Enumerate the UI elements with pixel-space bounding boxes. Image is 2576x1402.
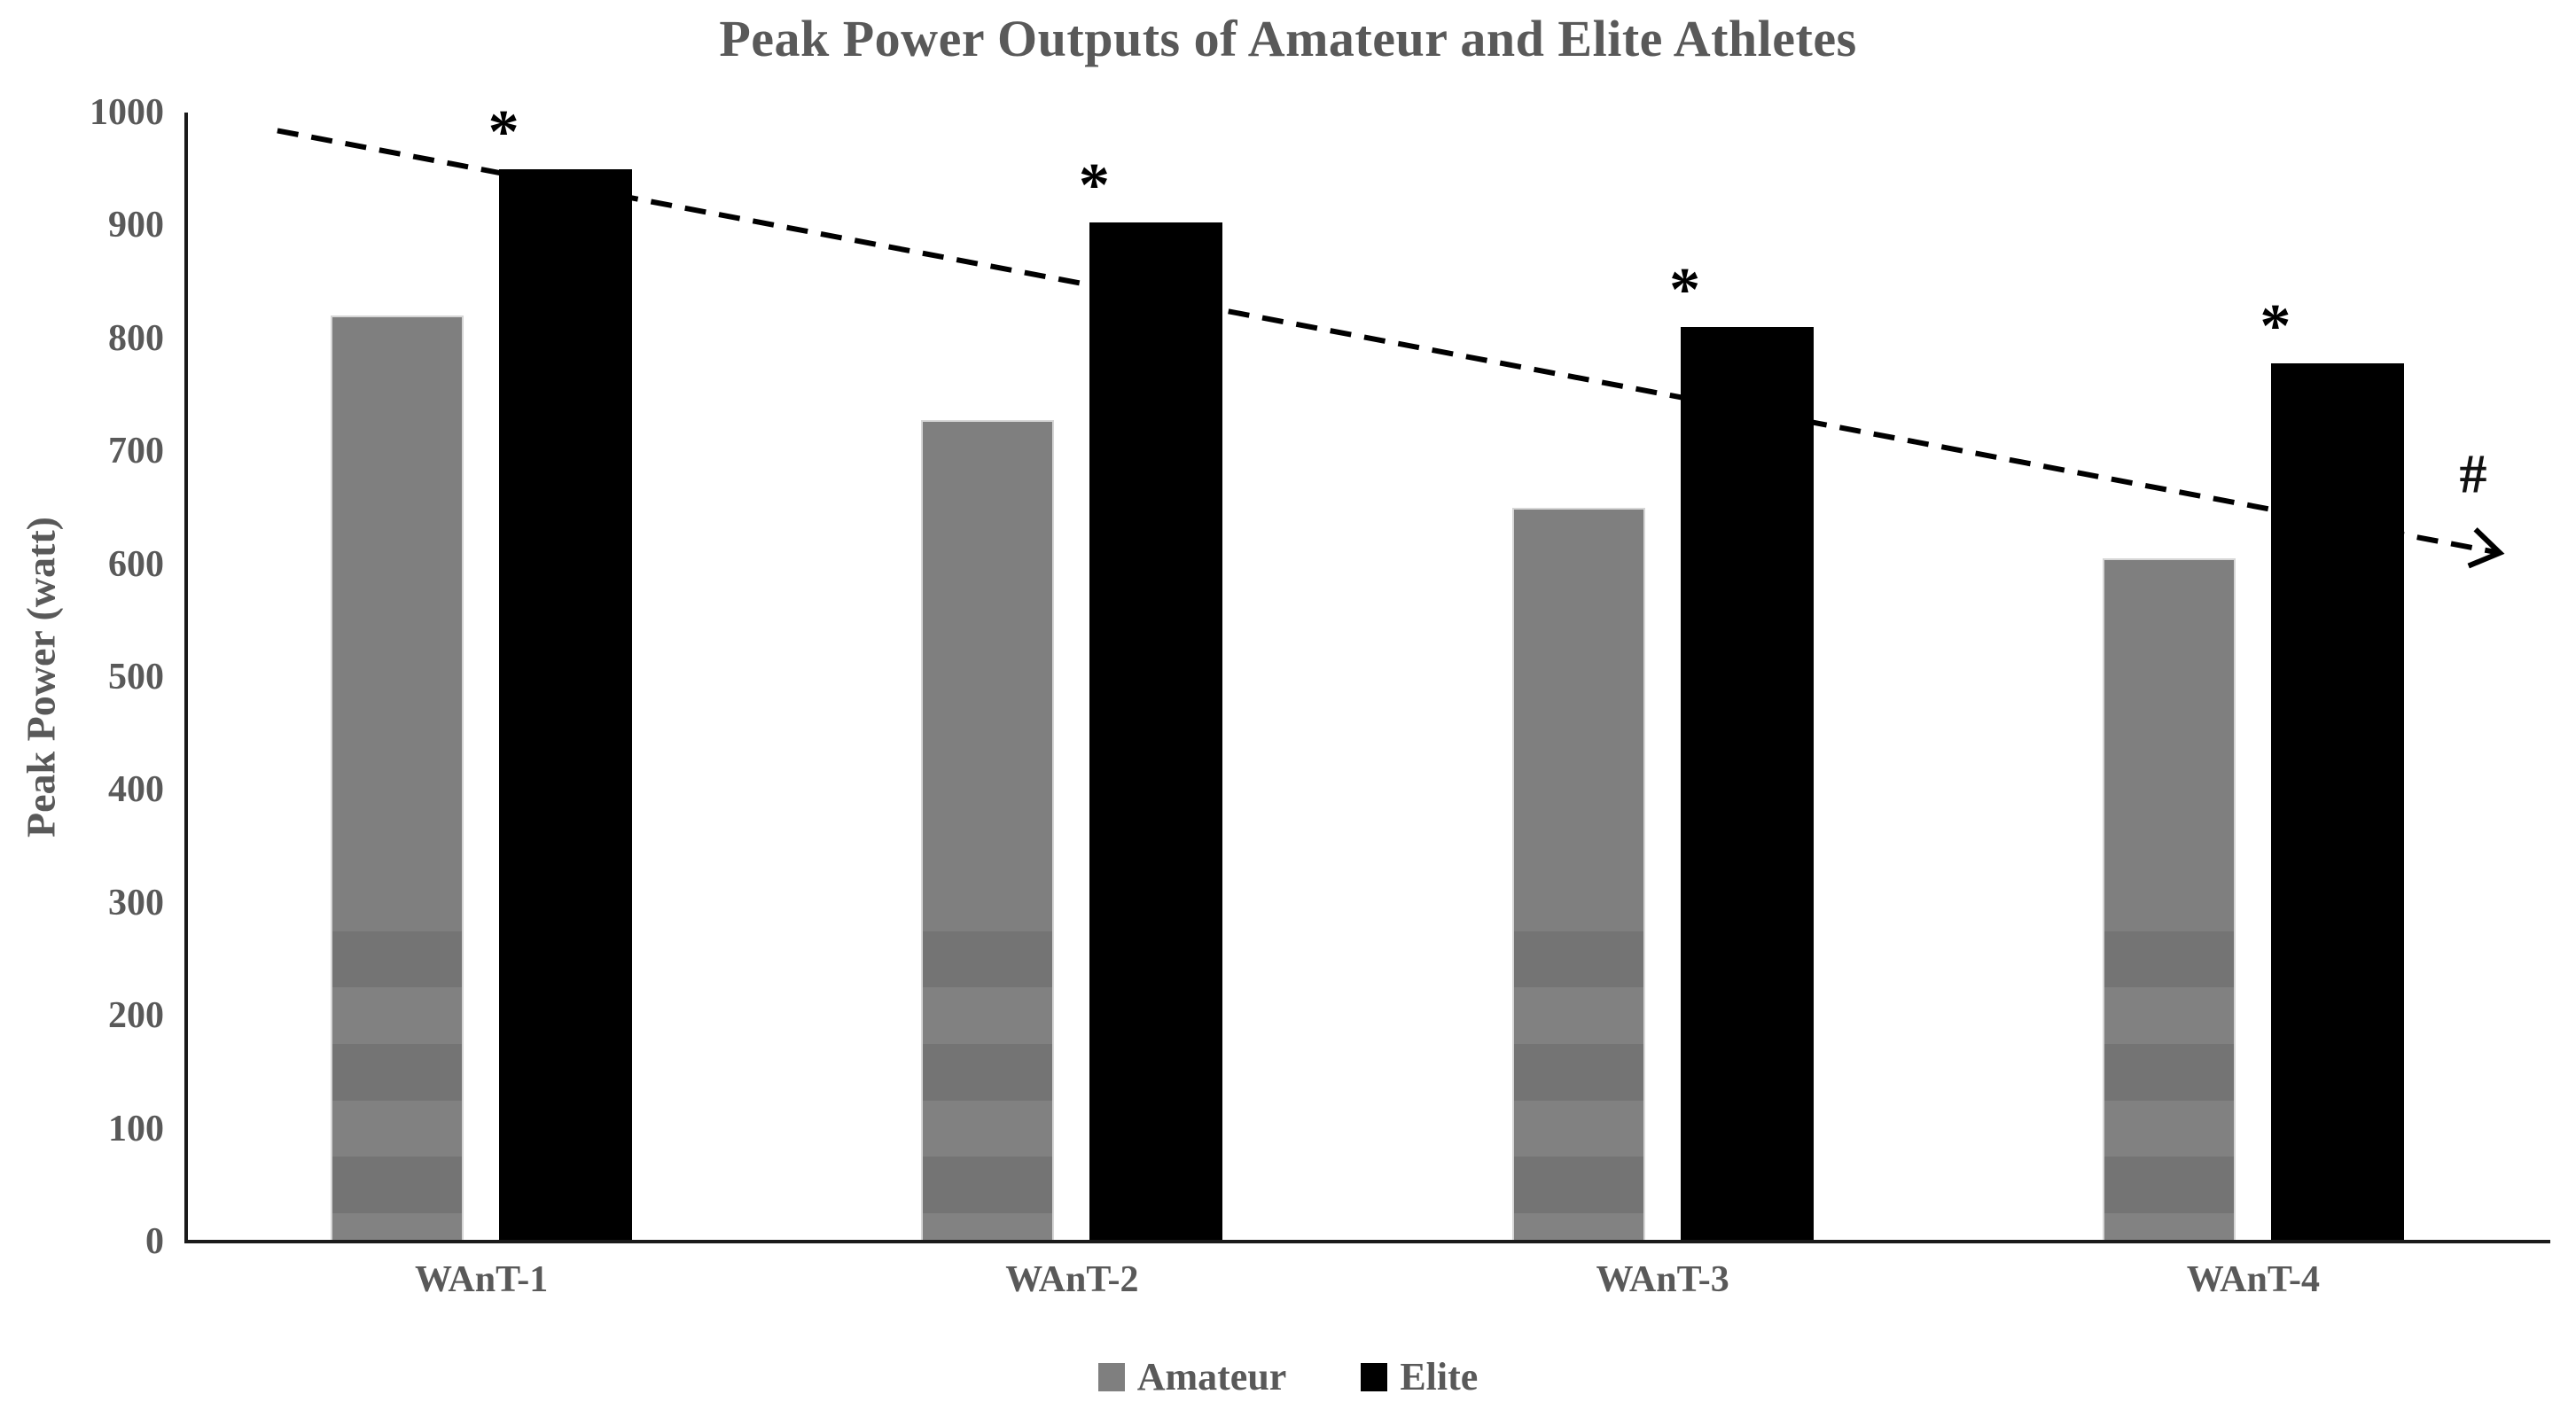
x-axis-label: WAnT-1	[415, 1259, 549, 1300]
y-tick-label: 700	[108, 431, 164, 472]
significance-asterisk: *	[1078, 151, 1110, 220]
x-axis-label: WAnT-3	[1596, 1259, 1729, 1300]
elite-bar	[499, 168, 633, 1242]
elite-bar	[1680, 327, 1814, 1242]
y-tick-label: 800	[108, 317, 164, 359]
elite-bar	[2270, 362, 2404, 1242]
trend-marker-hash: #	[2459, 444, 2487, 505]
trend-dashed-line	[277, 128, 2501, 556]
significance-asterisk: *	[2260, 292, 2291, 361]
elite-bar	[1089, 222, 1223, 1242]
trend-line	[277, 128, 2505, 569]
x-axis-line	[184, 1240, 2550, 1243]
amateur-bar	[921, 419, 1055, 1242]
x-axis-label: WAnT-2	[1005, 1259, 1139, 1300]
y-tick-label: 100	[108, 1108, 164, 1149]
legend-item-elite: Elite	[1361, 1354, 1478, 1400]
amateur-bar	[2102, 558, 2236, 1242]
trend-arrowhead-icon	[2467, 527, 2505, 569]
y-tick-label: 400	[108, 769, 164, 811]
amateur-bar	[1511, 507, 1645, 1242]
y-tick-label: 300	[108, 882, 164, 923]
legend-swatch-elite	[1361, 1363, 1388, 1391]
y-tick-label: 600	[108, 543, 164, 585]
y-tick-label: 900	[108, 205, 164, 246]
y-tick-label: 1000	[90, 92, 164, 133]
significance-asterisk: *	[488, 97, 519, 167]
y-axis-line	[184, 113, 188, 1242]
y-tick-label: 500	[108, 657, 164, 697]
legend: Amateur Elite	[0, 1354, 2576, 1400]
x-axis-label: WAnT-4	[2186, 1259, 2320, 1300]
legend-label-amateur: Amateur	[1136, 1355, 1287, 1398]
amateur-bar	[331, 315, 464, 1242]
chart-title: Peak Power Outputs of Amateur and Elite …	[719, 10, 1857, 67]
legend-swatch-amateur	[1097, 1363, 1125, 1391]
legend-label-elite: Elite	[1400, 1355, 1479, 1398]
y-tick-label: 200	[108, 995, 164, 1037]
significance-asterisk: *	[1669, 256, 1701, 325]
plot-area: * * * *	[186, 101, 2549, 1242]
legend-item-amateur: Amateur	[1097, 1354, 1287, 1400]
y-tick-label: 0	[145, 1221, 164, 1262]
